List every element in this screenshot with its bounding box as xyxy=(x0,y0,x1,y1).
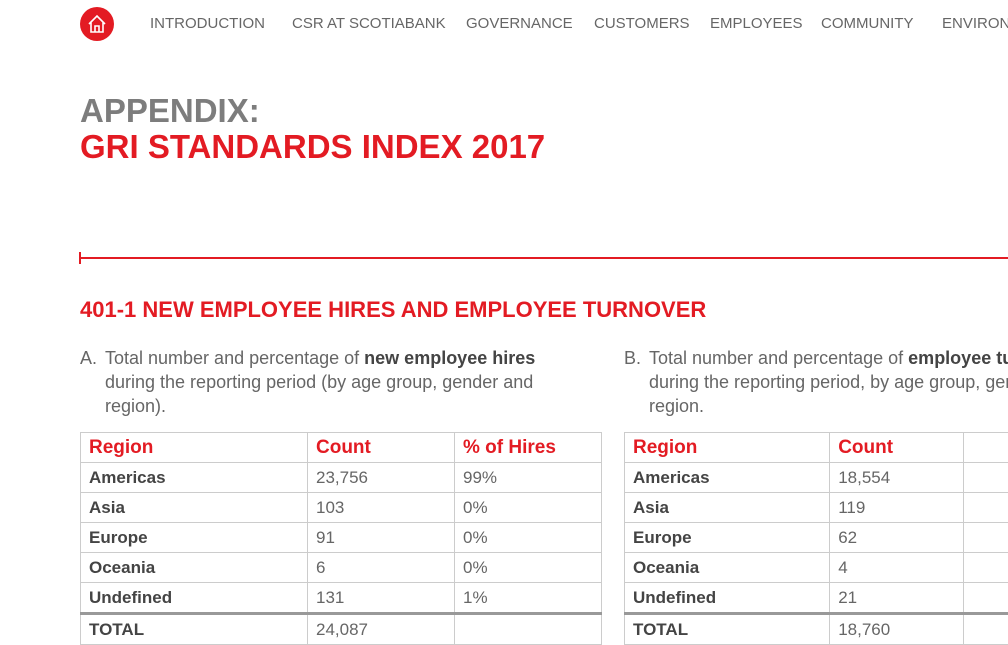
table-cell: Americas xyxy=(81,463,308,493)
table-cell: Europe xyxy=(625,523,830,553)
table-cell: Asia xyxy=(81,493,308,523)
table-cell: 99% xyxy=(455,463,602,493)
table-cell xyxy=(964,583,1008,614)
table-cell: TOTAL xyxy=(81,614,308,645)
nav-item[interactable]: INTRODUCTION xyxy=(150,15,265,32)
table-cell: Region xyxy=(81,433,308,463)
table-cell: 119 xyxy=(830,493,964,523)
text-run: new employee hires xyxy=(364,348,535,368)
table-cell: Asia xyxy=(625,493,830,523)
nav-item[interactable]: CUSTOMERS xyxy=(594,15,690,32)
text-run: employee turnover xyxy=(908,348,1008,368)
table-cell: 18,554 xyxy=(830,463,964,493)
table-cell: 1% xyxy=(455,583,602,614)
table-cell xyxy=(964,553,1008,583)
table-cell: Oceania xyxy=(625,553,830,583)
text-run: Total number and percentage of xyxy=(649,348,908,368)
nav-bar: INTRODUCTION CSR AT SCOTIABANK GOVERNANCE C… xyxy=(0,0,1008,48)
table-cell: Undefined xyxy=(625,583,830,614)
nav-item[interactable]: EMPLOYEES xyxy=(710,15,803,32)
table-cell: Region xyxy=(625,433,830,463)
table-cell xyxy=(964,433,1008,463)
rule xyxy=(80,257,1008,259)
text-run: Total number and percentage of xyxy=(105,348,364,368)
paragraph: B. Total number and percentage of employe… xyxy=(624,346,1008,418)
table-cell: Undefined xyxy=(81,583,308,614)
table-cell xyxy=(964,493,1008,523)
text-run: during the reporting period, by age grou… xyxy=(649,372,1008,416)
table-cell: 6 xyxy=(308,553,455,583)
table-cell: Americas xyxy=(625,463,830,493)
table-cell: Oceania xyxy=(81,553,308,583)
table-cell xyxy=(964,614,1008,645)
nav-item[interactable]: ENVIRONMENT xyxy=(942,15,1008,32)
table-cell: Europe xyxy=(81,523,308,553)
list-label: A. xyxy=(80,346,97,370)
table-cell: 91 xyxy=(308,523,455,553)
block: B. Total number and percentage of employe… xyxy=(624,346,1008,645)
nav-item[interactable]: COMMUNITY xyxy=(821,15,914,32)
section-heading: 401-1 NEW EMPLOYEE HIRES AND EMPLOYEE TU… xyxy=(80,297,706,323)
nav-item[interactable]: CSR AT SCOTIABANK xyxy=(292,15,446,32)
page: INTRODUCTION CSR AT SCOTIABANK GOVERNANCE C… xyxy=(0,0,1008,624)
table-cell: 24,087 xyxy=(308,614,455,645)
table-cell: 62 xyxy=(830,523,964,553)
title-line1: APPENDIX: xyxy=(80,92,260,130)
text-run: during the reporting period (by age grou… xyxy=(105,372,533,416)
table-cell: 4 xyxy=(830,553,964,583)
table-cell: 23,756 xyxy=(308,463,455,493)
table-cell: 131 xyxy=(308,583,455,614)
nav-item[interactable]: GOVERNANCE xyxy=(466,15,573,32)
table-cell: 0% xyxy=(455,493,602,523)
table-cell xyxy=(455,614,602,645)
table-cell: Count xyxy=(308,433,455,463)
table-cell xyxy=(964,463,1008,493)
home-icon xyxy=(80,7,114,41)
table-cell: Count xyxy=(830,433,964,463)
block: A. Total number and percentage of new emp… xyxy=(80,346,602,645)
list-label: B. xyxy=(624,346,641,370)
paragraph: A. Total number and percentage of new emp… xyxy=(80,346,545,418)
table-cell: % of Hires xyxy=(455,433,602,463)
table-cell: 21 xyxy=(830,583,964,614)
table-cell: TOTAL xyxy=(625,614,830,645)
table-cell: 18,760 xyxy=(830,614,964,645)
home-button[interactable] xyxy=(80,7,114,41)
table-cell: 103 xyxy=(308,493,455,523)
table-cell xyxy=(964,523,1008,553)
table-cell: 0% xyxy=(455,553,602,583)
title-line2: GRI STANDARDS INDEX 2017 xyxy=(80,128,545,166)
table-cell: 0% xyxy=(455,523,602,553)
